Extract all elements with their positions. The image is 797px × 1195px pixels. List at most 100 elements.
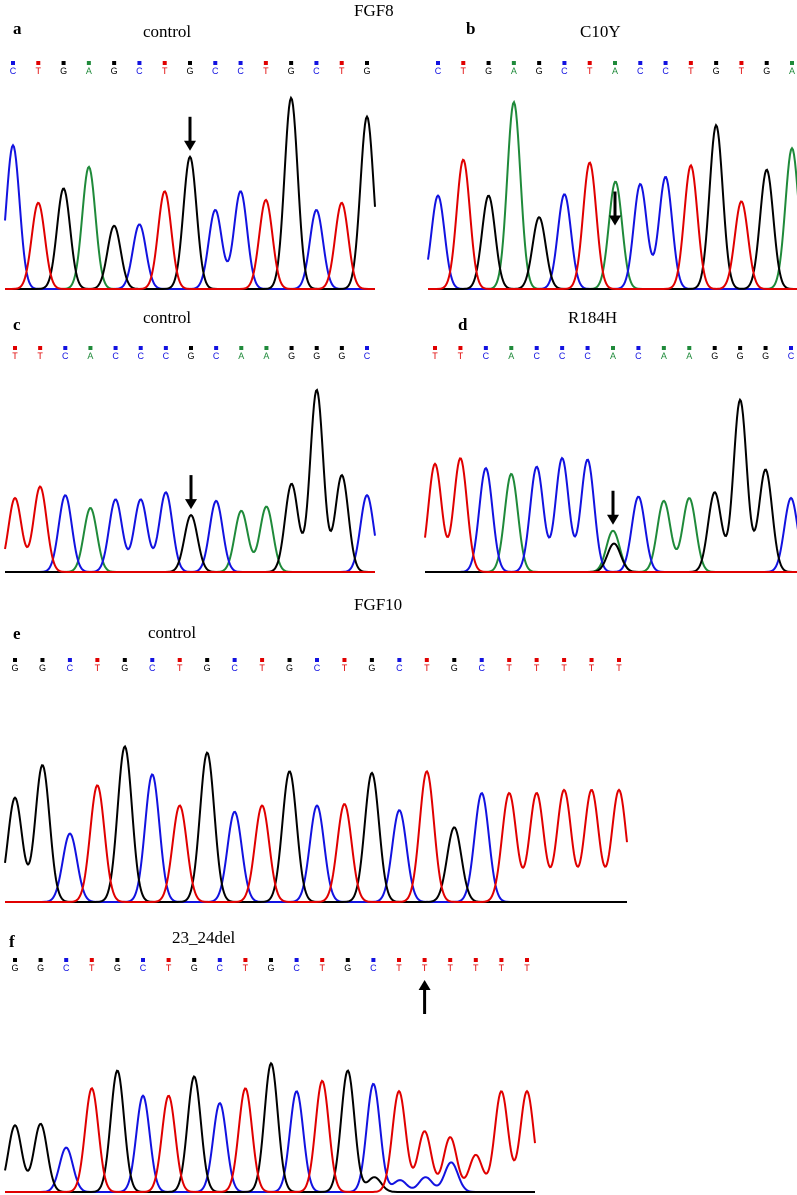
base-marker: [264, 346, 269, 350]
base-marker: [141, 958, 145, 962]
base-call-label: T: [688, 66, 694, 76]
base-call-label: T: [396, 963, 402, 973]
base-call-label: C: [163, 351, 170, 361]
base-marker: [739, 61, 744, 65]
base-marker: [638, 61, 643, 65]
base-call-label: C: [212, 66, 219, 76]
base-call-label: G: [363, 66, 370, 76]
base-marker: [320, 958, 325, 962]
base-marker: [448, 958, 453, 962]
gene-title-fgf8: FGF8: [354, 1, 394, 20]
base-marker: [617, 658, 621, 662]
base-marker: [589, 658, 594, 662]
gene-title-fgf10: FGF10: [354, 595, 403, 614]
base-marker: [86, 61, 91, 65]
base-call-label: G: [344, 963, 351, 973]
base-call-label: C: [314, 663, 321, 673]
base-marker: [587, 61, 592, 65]
base-marker: [663, 61, 668, 65]
base-marker: [217, 958, 222, 962]
base-call-label: T: [506, 663, 512, 673]
base-call-label: A: [661, 351, 667, 361]
base-marker: [486, 61, 491, 65]
base-call-label: T: [473, 963, 479, 973]
base-marker: [177, 658, 182, 662]
base-call-label: T: [36, 66, 42, 76]
base-call-label: T: [243, 963, 249, 973]
base-marker: [137, 61, 142, 65]
base-marker: [89, 958, 94, 962]
base-marker: [260, 658, 265, 662]
panel-label-c: control: [143, 308, 192, 327]
trace-T: [424, 457, 797, 573]
base-marker: [452, 658, 457, 662]
base-call-label: C: [635, 351, 642, 361]
base-call-label: G: [288, 351, 295, 361]
base-marker: [461, 61, 466, 65]
base-marker: [289, 61, 294, 65]
arrow-head: [184, 140, 196, 151]
base-marker: [13, 346, 17, 350]
base-marker: [688, 61, 693, 65]
base-call-label: C: [364, 351, 371, 361]
base-call-label: G: [737, 351, 744, 361]
base-marker: [789, 346, 793, 350]
base-marker: [289, 346, 294, 350]
base-call-label: C: [561, 66, 568, 76]
base-call-label: T: [339, 66, 345, 76]
base-marker: [40, 658, 45, 662]
base-call-label: G: [37, 963, 44, 973]
base-call-label: C: [788, 351, 795, 361]
arrow-head: [418, 980, 431, 990]
base-marker: [424, 658, 429, 662]
trace-T: [428, 158, 797, 290]
arrow-head: [185, 499, 197, 510]
base-marker: [36, 61, 41, 65]
base-marker: [611, 346, 615, 350]
base-call-label: T: [458, 351, 464, 361]
base-marker: [537, 61, 542, 65]
trace-G: [425, 397, 797, 573]
base-marker: [11, 61, 15, 65]
base-call-label: C: [662, 66, 669, 76]
base-marker: [585, 346, 590, 350]
base-call-label: G: [267, 963, 274, 973]
base-call-label: G: [711, 351, 718, 361]
base-call-label: C: [370, 963, 377, 973]
base-marker: [205, 658, 210, 662]
base-marker: [342, 658, 347, 662]
trace-T: [4, 485, 375, 573]
base-marker: [122, 658, 127, 662]
base-marker: [232, 658, 237, 662]
arrow-head: [607, 514, 619, 525]
panel-letter-f: f: [9, 932, 15, 951]
base-call-label: A: [610, 351, 616, 361]
base-marker: [499, 958, 504, 962]
panel-letter-d: d: [458, 315, 468, 334]
base-call-label: G: [313, 351, 320, 361]
base-call-label: G: [39, 663, 46, 673]
base-call-label: C: [149, 663, 156, 673]
base-marker: [369, 658, 374, 662]
base-call-label: A: [789, 66, 795, 76]
arrow-head: [609, 215, 621, 226]
base-call-label: T: [447, 963, 453, 973]
base-call-label: T: [616, 663, 622, 673]
base-call-label: G: [288, 66, 295, 76]
base-marker: [192, 958, 197, 962]
panel-label-e: control: [148, 623, 197, 642]
base-marker: [61, 61, 66, 65]
base-call-label: C: [10, 66, 17, 76]
base-marker: [790, 61, 794, 65]
base-call-label: T: [424, 663, 430, 673]
base-marker: [294, 958, 299, 962]
base-marker: [763, 346, 768, 350]
base-marker: [38, 958, 43, 962]
base-call-label: G: [713, 66, 720, 76]
base-marker: [95, 658, 100, 662]
base-call-label: T: [587, 66, 593, 76]
